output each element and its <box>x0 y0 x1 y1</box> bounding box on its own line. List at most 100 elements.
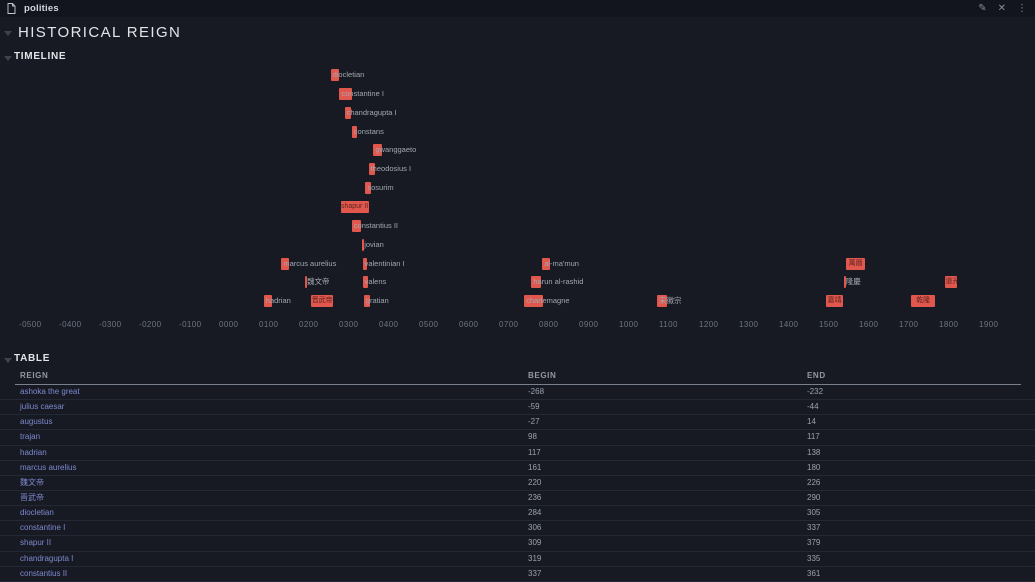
table-row[interactable]: constantine I 306 337 <box>0 521 1035 537</box>
end-value: 361 <box>807 568 821 578</box>
axis-tick-label: 1400 <box>779 320 799 329</box>
timeline-bar[interactable] <box>363 295 371 308</box>
reign-link[interactable]: constantius II <box>20 568 68 578</box>
col-header-end[interactable]: END <box>807 371 826 380</box>
table-header: REIGN BEGIN END <box>15 367 1021 385</box>
timeline-bar[interactable] <box>351 219 362 232</box>
axis-tick-label: -0500 <box>19 320 42 329</box>
table-row[interactable]: marcus aurelius 161 180 <box>0 461 1035 476</box>
timeline-bar-label: chandragupta I <box>346 107 397 117</box>
timeline-bar-label: marcus aurelius <box>283 258 337 268</box>
col-header-reign[interactable]: REIGN <box>20 371 49 380</box>
timeline-bar-label: jovian <box>364 239 384 249</box>
begin-value: -268 <box>528 387 545 396</box>
timeline-bar[interactable] <box>339 87 352 100</box>
table-row[interactable]: ashoka the great -268 -232 <box>0 385 1035 401</box>
end-value: 337 <box>807 523 821 533</box>
timeline-bar[interactable] <box>351 125 357 138</box>
table-row[interactable]: shapur II 309 379 <box>0 536 1035 552</box>
timeline-bar[interactable] <box>825 295 844 308</box>
timeline-bar[interactable] <box>330 69 339 81</box>
table-row[interactable]: 魏文帝 220 226 <box>0 476 1035 491</box>
table-row[interactable]: constantius II 337 361 <box>0 567 1035 582</box>
reign-link[interactable]: shapur II <box>20 538 52 548</box>
reign-link[interactable]: marcus aurelius <box>20 462 77 472</box>
timeline-bar[interactable] <box>311 295 333 308</box>
begin-value: 98 <box>528 432 537 442</box>
timeline-bar[interactable] <box>846 257 865 270</box>
table-row[interactable]: hadrian 117 138 <box>0 446 1035 461</box>
axis-tick-label: 1500 <box>819 320 839 329</box>
axis-tick-label: 0800 <box>539 320 559 329</box>
timeline-section-label: TIMELINE <box>14 51 67 62</box>
table-row[interactable]: trajan 98 117 <box>0 430 1035 446</box>
kebab-menu-icon[interactable]: ⋮ <box>1017 3 1027 14</box>
begin-value: -27 <box>528 417 540 427</box>
axis-tick-label: 1200 <box>699 320 719 329</box>
end-value: -232 <box>807 387 824 396</box>
reign-link[interactable]: trajan <box>20 432 41 442</box>
timeline-bar-label: theodosius I <box>370 164 412 174</box>
timeline-bar[interactable] <box>657 295 668 308</box>
reign-link[interactable]: chandragupta I <box>20 553 74 563</box>
reign-link[interactable]: julius caesar <box>20 402 65 412</box>
reign-link[interactable]: 晋武帝 <box>20 492 44 502</box>
reign-link[interactable]: 魏文帝 <box>20 477 44 487</box>
col-header-begin[interactable]: BEGIN <box>528 371 557 380</box>
timeline-bar[interactable] <box>945 276 957 289</box>
timeline-bar[interactable] <box>305 276 308 289</box>
end-value: 180 <box>807 462 821 472</box>
reign-link[interactable]: hadrian <box>20 447 47 457</box>
timeline-bar[interactable] <box>524 295 543 308</box>
axis-tick-label: 1000 <box>619 320 639 329</box>
timeline-bar[interactable] <box>362 257 367 270</box>
axis-tick-label: -0200 <box>139 320 162 329</box>
reign-link[interactable]: augustus <box>20 417 53 427</box>
close-icon[interactable]: ✕ <box>997 3 1006 14</box>
table-body: ashoka the great -268 -232 julius caesar -59… <box>0 385 1035 582</box>
timeline-bar[interactable] <box>340 200 369 213</box>
timeline-bar[interactable] <box>843 276 846 289</box>
edit-icon[interactable]: ✎ <box>978 3 987 14</box>
axis-tick-label: -0400 <box>59 320 82 329</box>
timeline-bar[interactable] <box>263 295 273 308</box>
timeline-bar[interactable] <box>362 238 365 251</box>
axis-tick-label: 0100 <box>259 320 279 329</box>
timeline-bar[interactable] <box>368 163 375 176</box>
end-value: 14 <box>807 417 816 427</box>
begin-value: -59 <box>528 402 540 412</box>
collapse-chevron-table[interactable] <box>4 358 12 363</box>
axis-tick-label: 0600 <box>459 320 479 329</box>
end-value: 335 <box>807 553 821 563</box>
collapse-chevron-page[interactable] <box>4 31 12 36</box>
axis-tick-label: 0900 <box>579 320 599 329</box>
begin-value: 284 <box>528 508 542 518</box>
titlebar-actions: ✎ ✕ ⋮ <box>978 0 1027 17</box>
begin-value: 236 <box>528 492 542 502</box>
timeline-bar[interactable] <box>542 257 551 270</box>
timeline-bar[interactable] <box>365 182 371 195</box>
timeline-bar[interactable] <box>373 144 383 157</box>
table-row[interactable]: diocletian 284 305 <box>0 506 1035 522</box>
file-icon <box>7 3 16 14</box>
axis-tick-label: 0700 <box>499 320 519 329</box>
end-value: 117 <box>807 432 820 442</box>
table-section-label: TABLE <box>14 353 51 364</box>
table-row[interactable]: chandragupta I 319 335 <box>0 552 1035 567</box>
table-row[interactable]: 晋武帝 236 290 <box>0 491 1035 507</box>
reign-link[interactable]: constantine I <box>20 523 66 533</box>
table-row[interactable]: julius caesar -59 -44 <box>0 400 1035 416</box>
reign-link[interactable]: diocletian <box>20 508 54 518</box>
reign-link[interactable]: ashoka the great <box>20 387 80 396</box>
timeline-bar[interactable] <box>281 257 289 270</box>
timeline-bar[interactable] <box>911 295 935 308</box>
table-row[interactable]: augustus -27 14 <box>0 415 1035 431</box>
axis-tick-label: 0400 <box>379 320 399 329</box>
timeline-bar-label: 魏文帝 <box>307 277 330 287</box>
timeline-bar[interactable] <box>344 106 351 119</box>
collapse-chevron-timeline[interactable] <box>4 56 12 61</box>
end-value: -44 <box>807 402 819 412</box>
timeline-bar[interactable] <box>531 276 541 289</box>
timeline-bar[interactable] <box>362 276 369 289</box>
